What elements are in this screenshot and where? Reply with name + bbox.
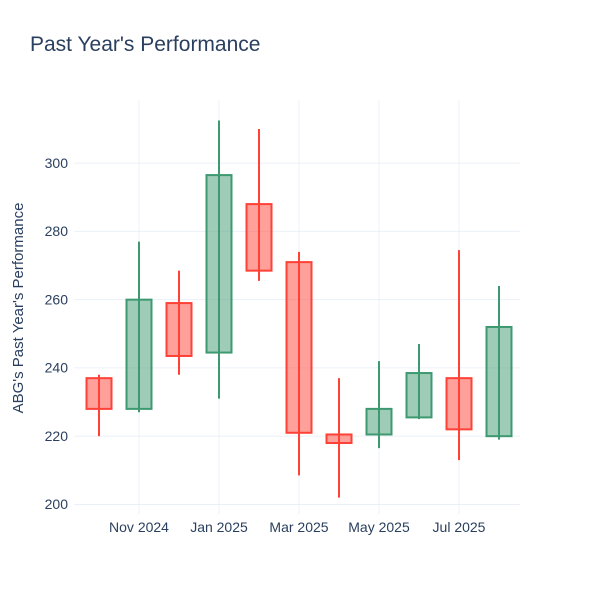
candle-jul-2025[interactable] — [445, 250, 473, 461]
y-tick-label: 280 — [45, 223, 69, 239]
candle-nov-2024[interactable] — [125, 241, 153, 413]
candle-body — [125, 298, 153, 410]
candle-body — [205, 174, 233, 354]
candle-body — [165, 302, 193, 357]
y-tick-label: 200 — [45, 496, 69, 512]
candle-body — [325, 433, 353, 445]
candle-body — [485, 325, 513, 438]
x-tick-label: Jul 2025 — [433, 519, 486, 535]
x-tick-label: May 2025 — [348, 519, 410, 535]
candle-body — [245, 203, 273, 272]
candle-oct-2024[interactable] — [85, 374, 113, 437]
candle-body — [365, 407, 393, 436]
candle-body — [285, 261, 313, 434]
y-axis-title: ABG's Past Year's Performance — [10, 203, 27, 414]
candle-may-2025[interactable] — [365, 361, 393, 449]
candle-feb-2025[interactable] — [245, 129, 273, 281]
x-axis-tick-labels: Nov 2024 Jan 2025 Mar 2025 May 2025 Jul 2025 — [109, 519, 486, 535]
x-tick-label: Mar 2025 — [269, 519, 328, 535]
candle-dec-2024[interactable] — [165, 270, 193, 375]
candle-body — [445, 377, 473, 431]
candle-jun-2025[interactable] — [405, 344, 433, 420]
chart-title: Past Year's Performance — [30, 33, 260, 56]
x-tick-label: Nov 2024 — [109, 519, 169, 535]
candle-mar-2025[interactable] — [285, 251, 313, 476]
y-tick-label: 260 — [45, 291, 69, 307]
y-tick-label: 220 — [45, 428, 69, 444]
candle-body — [85, 377, 113, 410]
y-axis-tick-labels: 200 220 240 260 280 300 — [45, 155, 69, 512]
candle-body — [405, 372, 433, 419]
x-tick-label: Jan 2025 — [190, 519, 248, 535]
candles-layer — [85, 120, 513, 498]
y-tick-label: 240 — [45, 360, 69, 376]
candle-aug-2025[interactable] — [485, 286, 513, 440]
candle-apr-2025[interactable] — [325, 378, 353, 498]
y-tick-label: 300 — [45, 155, 69, 171]
candle-jan-2025[interactable] — [205, 120, 233, 399]
